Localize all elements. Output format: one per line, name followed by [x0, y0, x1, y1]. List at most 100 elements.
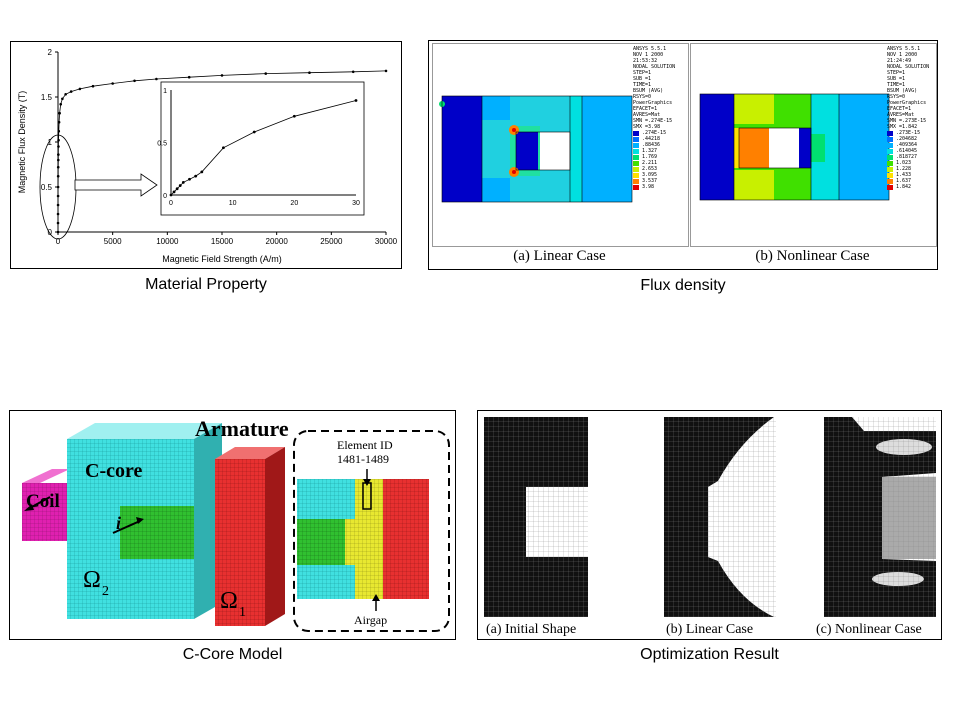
legend-color-row: .818727 — [887, 154, 929, 160]
material-property-panel: 0 0.5 1 1.5 2 0 5000 10000 15000 20000 25000 30000 M… — [10, 41, 402, 269]
opt-label-nonlinear: (c) Nonlinear Case — [816, 622, 922, 637]
legend-header-line: RSYS=0 — [887, 94, 906, 100]
inset-frame — [160, 81, 365, 216]
inset-data-point — [178, 184, 182, 187]
inset-data-point — [200, 170, 204, 174]
legend-header-line: NODAL SOLUTION — [887, 64, 930, 70]
bh-data-point — [57, 145, 60, 148]
legend-header-line: TIME=1 — [633, 82, 652, 88]
core-left-bar-b — [700, 94, 734, 200]
legend-header-line: ANSYS 5.5.1 — [887, 46, 921, 52]
bh-data-point — [56, 230, 60, 234]
legend-header-line: STEP=1 — [887, 70, 906, 76]
flux-density-panel: ANSYS 5.5.1 NOV 1 2000 21:53:32 NODAL SOLUT… — [428, 40, 938, 270]
legend-swatch — [633, 136, 639, 142]
bh-data-point — [220, 74, 224, 77]
legend-header-line: 21:53:32 — [633, 58, 658, 64]
bh-data-point — [78, 87, 82, 91]
legend-color-row: 1.769 — [633, 154, 675, 160]
legend-value: .88436 — [642, 142, 661, 148]
legend-swatch — [633, 142, 639, 148]
omega1-label: Ω — [220, 588, 238, 614]
legend-header-line: EFACET=1 — [887, 106, 912, 112]
bh-data-point — [57, 120, 61, 124]
omega2-sub: 2 — [102, 584, 109, 599]
bh-data-point — [91, 84, 95, 88]
legend-header-line: 21:24:49 — [887, 58, 912, 64]
y-tick-label: 1 — [48, 138, 53, 147]
bh-data-point — [56, 165, 60, 169]
legend-header-line: EFACET=1 — [633, 106, 658, 112]
airgap-label: Airgap — [354, 613, 387, 627]
legend-header-line: STEP=1 — [633, 70, 652, 76]
legend-header-line: PowerGraphics — [887, 100, 927, 106]
opt-initial-shape — [484, 417, 588, 617]
inset-y-tick-label: 0 — [163, 193, 167, 200]
bh-curve-line — [57, 70, 387, 232]
legend-header-line: NODAL SOLUTION — [633, 64, 676, 70]
legend-color-row: 3.98 — [633, 184, 675, 190]
caption-ccore-model: C-Core Model — [182, 646, 283, 663]
legend-swatch — [633, 160, 639, 166]
legend-color-row: 3.095 — [633, 172, 675, 178]
coil-label: Coil — [26, 491, 60, 512]
bh-data-point — [64, 93, 67, 96]
legend-swatch — [887, 142, 893, 148]
legend-swatch — [887, 154, 893, 160]
bh-data-point — [69, 90, 73, 93]
legend-header-line: BSUM (AVG) — [633, 88, 664, 94]
current-label: i — [116, 513, 121, 533]
inset-y-tick-label: 0.5 — [157, 141, 167, 148]
bh-data-point — [57, 129, 61, 133]
legend-header-line: PowerGraphics — [633, 100, 673, 106]
bh-data-point — [308, 71, 311, 74]
legend-swatch — [633, 184, 639, 190]
legend-value: 1.433 — [896, 172, 912, 178]
legend-value: .409364 — [896, 142, 918, 148]
legend-color-row: 1.327 — [633, 148, 675, 154]
bh-data-point — [56, 203, 60, 207]
legend-color-row: 1.228 — [887, 166, 929, 172]
flux-nonlinear-plot: ANSYS 5.5.1 NOV 1 2000 21:24:49 NODAL SOLUT… — [690, 43, 937, 247]
legend-swatch — [633, 130, 639, 136]
bh-data-point — [56, 174, 60, 178]
inset-data-point — [292, 114, 296, 118]
opt-label-initial: (a) Initial Shape — [486, 622, 576, 637]
zoom-arrow — [74, 173, 158, 197]
legend-value: 3.98 — [642, 184, 655, 190]
inset-data-point — [194, 174, 198, 178]
inset-data-point — [188, 177, 191, 181]
x-axis-label: Magnetic Field Strength (A/m) — [162, 254, 282, 264]
legend-swatch — [633, 154, 639, 160]
legend-color-row: 2.211 — [633, 160, 675, 166]
legend-header-line: AVRES=Mat — [887, 112, 915, 118]
legend-header-line: BSUM (AVG) — [887, 88, 918, 94]
caption-optimization-result: Optimization Result — [640, 646, 779, 663]
legend-color-row: .273E-15 — [887, 130, 929, 136]
legend-value: .274E-15 — [642, 130, 667, 136]
bh-data-point — [57, 138, 60, 142]
inset-data-point — [169, 193, 173, 197]
flux-linear-plot: ANSYS 5.5.1 NOV 1 2000 21:53:32 NODAL SOLUT… — [432, 43, 689, 247]
legend-value: 2.653 — [642, 166, 658, 172]
legend-text-b: ANSYS 5.5.1 NOV 1 2000 21:24:49 NODAL SOLUT… — [887, 46, 929, 190]
legend-header-line: SUB =1 — [633, 76, 652, 82]
legend-color-row: .274E-15 — [633, 130, 675, 136]
legend-value: 1.023 — [896, 160, 912, 166]
y-tick-label: 0 — [48, 228, 53, 237]
legend-color-row: .204682 — [887, 136, 929, 142]
legend-swatch — [887, 184, 893, 190]
legend-text-a: ANSYS 5.5.1 NOV 1 2000 21:53:32 NODAL SOLUT… — [633, 46, 675, 190]
legend-value: 1.327 — [642, 148, 658, 154]
legend-value: .273E-15 — [896, 130, 921, 136]
bh-data-point — [56, 194, 60, 198]
bh-data-point — [111, 82, 114, 85]
legend-color-row: 1.842 — [887, 184, 929, 190]
y-tick-label: 2 — [48, 48, 53, 57]
y-axis-label: Magnetic Flux Density (T) — [17, 91, 27, 194]
y-tick-label: 0.5 — [41, 183, 53, 192]
ccore-label: C-core — [85, 460, 142, 482]
legend-value: .44218 — [642, 136, 661, 142]
legend-header-line: NOV 1 2000 — [633, 52, 664, 58]
bh-data-point — [187, 75, 191, 79]
